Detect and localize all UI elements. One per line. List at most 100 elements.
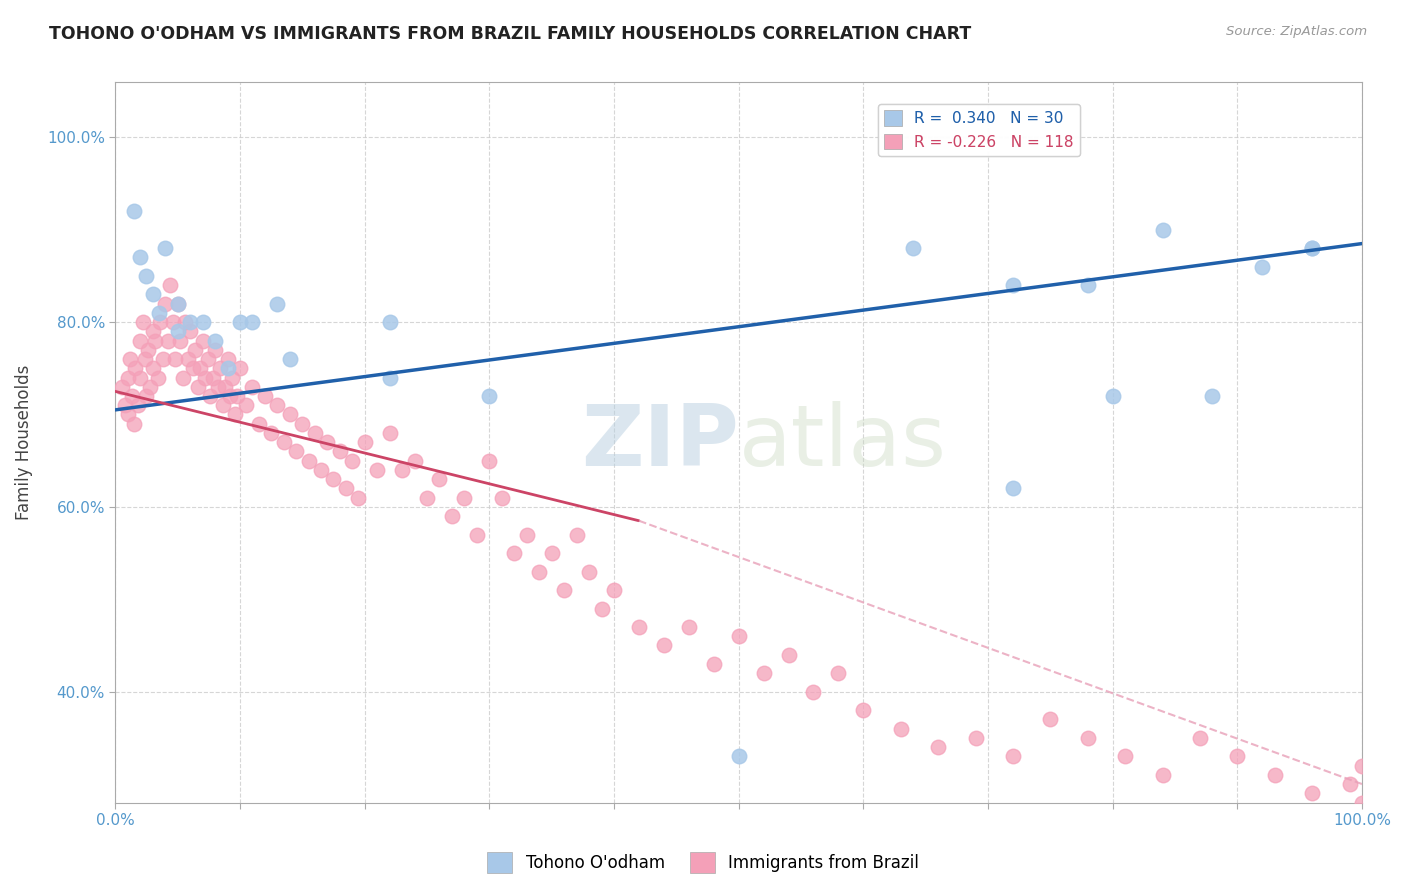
Point <box>565 527 588 541</box>
Point <box>159 278 181 293</box>
Point <box>309 463 332 477</box>
Point <box>278 352 301 367</box>
Point <box>197 352 219 367</box>
Point <box>1351 796 1374 810</box>
Point <box>1301 241 1323 255</box>
Point <box>194 370 217 384</box>
Point <box>146 370 169 384</box>
Point <box>678 620 700 634</box>
Point <box>221 370 243 384</box>
Point <box>965 731 987 745</box>
Point <box>578 565 600 579</box>
Point <box>453 491 475 505</box>
Point <box>179 315 201 329</box>
Point <box>142 324 165 338</box>
Point <box>224 408 246 422</box>
Point <box>890 722 912 736</box>
Point <box>121 389 143 403</box>
Point <box>135 268 157 283</box>
Point <box>139 380 162 394</box>
Point <box>1077 278 1099 293</box>
Point <box>927 740 949 755</box>
Point <box>347 491 370 505</box>
Point <box>117 370 139 384</box>
Point <box>127 398 149 412</box>
Point <box>204 343 226 357</box>
Point <box>214 380 236 394</box>
Point <box>260 425 283 440</box>
Point <box>285 444 308 458</box>
Text: atlas: atlas <box>738 401 946 483</box>
Point <box>727 629 749 643</box>
Point <box>291 417 314 431</box>
Point <box>273 435 295 450</box>
Text: Source: ZipAtlas.com: Source: ZipAtlas.com <box>1226 25 1367 38</box>
Point <box>752 666 775 681</box>
Text: TOHONO O'ODHAM VS IMMIGRANTS FROM BRAZIL FAMILY HOUSEHOLDS CORRELATION CHART: TOHONO O'ODHAM VS IMMIGRANTS FROM BRAZIL… <box>49 25 972 43</box>
Point <box>1101 389 1123 403</box>
Point <box>1077 731 1099 745</box>
Point <box>235 398 257 412</box>
Point <box>166 296 188 310</box>
Point <box>120 352 142 367</box>
Point <box>553 582 575 597</box>
Point <box>340 453 363 467</box>
Point <box>129 334 152 348</box>
Point <box>1001 749 1024 764</box>
Point <box>491 491 513 505</box>
Point <box>181 361 204 376</box>
Point <box>266 296 288 310</box>
Point <box>378 370 401 384</box>
Point <box>304 425 326 440</box>
Point <box>378 315 401 329</box>
Point <box>603 582 626 597</box>
Point <box>226 389 249 403</box>
Point <box>391 463 413 477</box>
Point <box>322 472 344 486</box>
Point <box>162 315 184 329</box>
Point <box>253 389 276 403</box>
Point <box>153 296 176 310</box>
Point <box>152 352 174 367</box>
Point <box>465 527 488 541</box>
Point <box>229 315 252 329</box>
Legend: R =  0.340   N = 30, R = -0.226   N = 118: R = 0.340 N = 30, R = -0.226 N = 118 <box>877 104 1080 156</box>
Point <box>1188 731 1211 745</box>
Point <box>134 352 156 367</box>
Point <box>156 334 179 348</box>
Point <box>204 334 226 348</box>
Point <box>366 463 388 477</box>
Point <box>503 546 526 560</box>
Point <box>540 546 562 560</box>
Point <box>122 417 145 431</box>
Point <box>142 361 165 376</box>
Point <box>1201 389 1223 403</box>
Point <box>166 324 188 338</box>
Point <box>114 398 136 412</box>
Point <box>117 408 139 422</box>
Point <box>165 352 187 367</box>
Point <box>217 352 239 367</box>
Point <box>297 453 319 467</box>
Point <box>316 435 339 450</box>
Point <box>440 509 463 524</box>
Point <box>129 370 152 384</box>
Point <box>149 315 172 329</box>
Point <box>166 296 188 310</box>
Point <box>229 361 252 376</box>
Y-axis label: Family Households: Family Households <box>15 365 32 520</box>
Point <box>1351 758 1374 772</box>
Point <box>219 389 242 403</box>
Point <box>416 491 439 505</box>
Point <box>184 343 207 357</box>
Point <box>516 527 538 541</box>
Point <box>378 425 401 440</box>
Point <box>188 361 211 376</box>
Point <box>478 453 501 467</box>
Point <box>169 334 191 348</box>
Point <box>201 370 224 384</box>
Point <box>429 472 451 486</box>
Point <box>148 306 170 320</box>
Point <box>627 620 650 634</box>
Point <box>803 684 825 698</box>
